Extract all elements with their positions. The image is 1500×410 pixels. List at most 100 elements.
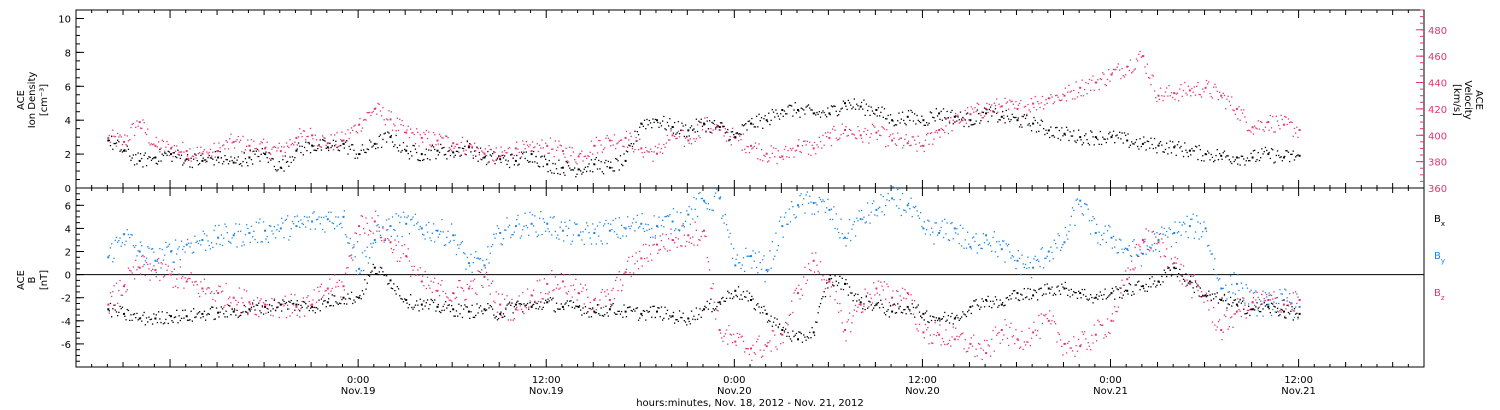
velocity-point (1063, 94, 1066, 97)
by-point (516, 219, 518, 221)
by-point (1035, 259, 1038, 261)
velocity-point (328, 147, 330, 149)
ion-density-point (1249, 160, 1251, 162)
ion-density-point (1173, 146, 1176, 149)
by-point (238, 223, 241, 225)
by-point (470, 253, 472, 256)
bx-point (437, 303, 439, 306)
ion-density-point (734, 136, 737, 139)
ion-density-point (168, 151, 171, 153)
bz-point (1094, 333, 1097, 336)
bz-point (1289, 301, 1291, 303)
bz-point (645, 243, 647, 245)
ion-density-point (834, 105, 836, 108)
bx-point (1159, 284, 1162, 286)
velocity-point (907, 140, 910, 142)
bx-point (786, 335, 788, 337)
velocity-point (1167, 95, 1169, 97)
bx-point (623, 304, 625, 306)
bx-point (126, 308, 128, 311)
velocity-point (747, 146, 749, 148)
bx-point (813, 334, 816, 336)
bz-point (752, 344, 754, 346)
bx-point (832, 284, 834, 286)
velocity-point (467, 144, 470, 147)
bz-point (361, 215, 364, 217)
bx-point (1003, 305, 1005, 307)
bx-point (888, 316, 890, 318)
velocity-point (1275, 115, 1277, 117)
velocity-point (765, 152, 768, 155)
velocity-point (1250, 131, 1252, 133)
by-point (1081, 213, 1083, 215)
ion-density-point (1269, 157, 1271, 160)
bz-point (1087, 342, 1089, 344)
by-point (144, 260, 146, 262)
bx-point (167, 322, 169, 325)
velocity-point (782, 158, 784, 160)
by-point (273, 226, 275, 228)
bz-point (1067, 342, 1069, 344)
bz-point (728, 324, 730, 327)
bz-point (460, 286, 462, 289)
velocity-axis-label-line1: ACE (1473, 90, 1484, 110)
bx-point (698, 314, 700, 316)
ion-density-point (230, 156, 232, 158)
ion-density-point (350, 144, 353, 146)
by-point (376, 230, 378, 232)
bz-point (1175, 262, 1177, 264)
ion-density-point (1050, 126, 1052, 128)
bx-point (952, 323, 954, 325)
ion-density-point (813, 112, 816, 114)
by-point (840, 218, 842, 220)
bx-point (879, 307, 881, 309)
ion-density-point (1034, 119, 1036, 122)
bx-point (1110, 292, 1113, 295)
bz-point (694, 221, 696, 223)
velocity-point (560, 145, 562, 147)
ion-density-point (1111, 134, 1113, 136)
ion-density-point (1105, 141, 1107, 144)
ion-density-point (496, 158, 499, 160)
ion-density-point (259, 160, 261, 162)
bx-point (1131, 294, 1133, 296)
bx-point (1163, 269, 1165, 271)
velocity-point (1051, 96, 1053, 98)
by-point (1111, 247, 1113, 249)
bz-point (1232, 326, 1234, 328)
by-point (307, 220, 309, 222)
velocity-point (592, 153, 594, 155)
bx-point (733, 296, 735, 298)
velocity-point (129, 139, 131, 141)
by-point (366, 246, 368, 248)
bx-point (649, 306, 652, 308)
by-point (596, 225, 599, 227)
bz-point (739, 333, 741, 335)
bz-point (363, 228, 365, 230)
bx-point (254, 309, 256, 311)
by-point (1123, 248, 1126, 250)
velocity-point (1028, 109, 1030, 111)
bz-point (395, 244, 397, 246)
by-point (1126, 248, 1129, 251)
ion-density-point (991, 115, 993, 117)
ion-density-point (174, 156, 177, 158)
bz-point (141, 255, 143, 257)
bz-point (343, 289, 345, 291)
bx-point (659, 316, 661, 318)
bx-point (299, 310, 301, 312)
bz-point (595, 308, 597, 311)
bx-point (829, 274, 831, 277)
bz-point (965, 351, 968, 353)
velocity-point (883, 128, 886, 130)
velocity-point (1084, 89, 1086, 91)
bx-point (599, 314, 601, 316)
velocity-point (675, 138, 677, 140)
ion-density-point (540, 156, 542, 158)
by-point (1153, 233, 1156, 235)
bz-point (1068, 340, 1070, 343)
bz-point (1017, 339, 1019, 341)
bz-point (895, 290, 898, 292)
bz-point (1286, 300, 1288, 302)
bx-point (963, 313, 965, 315)
